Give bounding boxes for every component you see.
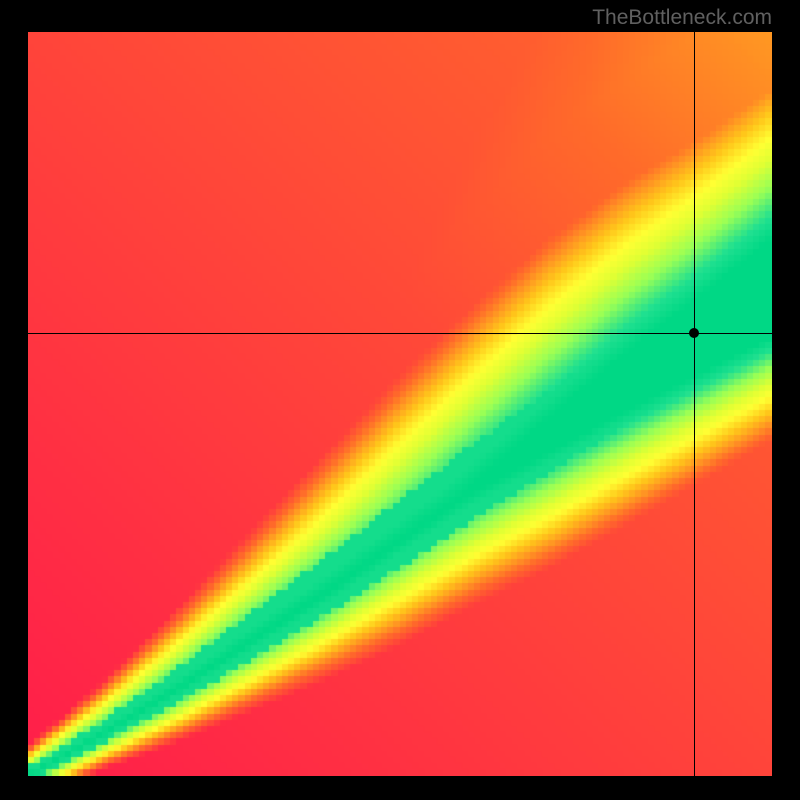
heatmap-canvas [28,32,772,776]
watermark-text: TheBottleneck.com [592,6,772,30]
crosshair-vertical [694,32,695,776]
crosshair-horizontal [28,333,772,334]
heatmap-plot [28,32,772,776]
crosshair-marker [689,328,699,338]
